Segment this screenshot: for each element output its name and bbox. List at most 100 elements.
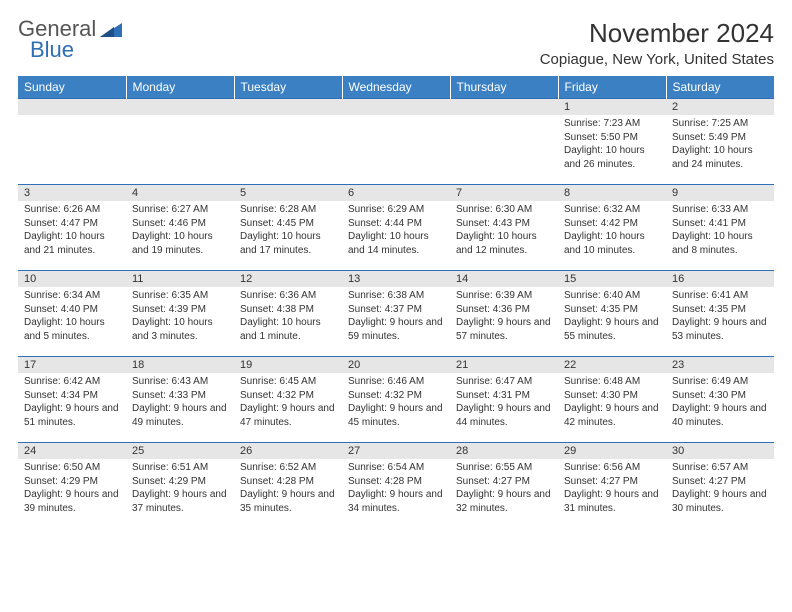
calendar-cell: 26Sunrise: 6:52 AMSunset: 4:28 PMDayligh… <box>234 443 342 529</box>
calendar-cell: 10Sunrise: 6:34 AMSunset: 4:40 PMDayligh… <box>18 271 126 357</box>
day-details: Sunrise: 6:49 AMSunset: 4:30 PMDaylight:… <box>666 373 774 433</box>
calendar-body: 1Sunrise: 7:23 AMSunset: 5:50 PMDaylight… <box>18 99 774 529</box>
calendar-head: SundayMondayTuesdayWednesdayThursdayFrid… <box>18 76 774 99</box>
calendar-cell: 9Sunrise: 6:33 AMSunset: 4:41 PMDaylight… <box>666 185 774 271</box>
day-details: Sunrise: 6:46 AMSunset: 4:32 PMDaylight:… <box>342 373 450 433</box>
calendar-cell: 16Sunrise: 6:41 AMSunset: 4:35 PMDayligh… <box>666 271 774 357</box>
day-number: 19 <box>234 357 342 373</box>
day-number: 25 <box>126 443 234 459</box>
day-number: 10 <box>18 271 126 287</box>
calendar-row: 24Sunrise: 6:50 AMSunset: 4:29 PMDayligh… <box>18 443 774 529</box>
logo: General Blue <box>18 18 122 61</box>
day-number: 6 <box>342 185 450 201</box>
calendar-cell: 17Sunrise: 6:42 AMSunset: 4:34 PMDayligh… <box>18 357 126 443</box>
day-number <box>234 99 342 115</box>
day-details: Sunrise: 6:40 AMSunset: 4:35 PMDaylight:… <box>558 287 666 347</box>
day-number: 2 <box>666 99 774 115</box>
calendar-cell: 4Sunrise: 6:27 AMSunset: 4:46 PMDaylight… <box>126 185 234 271</box>
day-details: Sunrise: 6:38 AMSunset: 4:37 PMDaylight:… <box>342 287 450 347</box>
day-header: Tuesday <box>234 76 342 99</box>
calendar-cell: 22Sunrise: 6:48 AMSunset: 4:30 PMDayligh… <box>558 357 666 443</box>
day-details: Sunrise: 6:29 AMSunset: 4:44 PMDaylight:… <box>342 201 450 261</box>
day-details: Sunrise: 6:35 AMSunset: 4:39 PMDaylight:… <box>126 287 234 347</box>
day-number: 11 <box>126 271 234 287</box>
day-number: 20 <box>342 357 450 373</box>
day-header: Monday <box>126 76 234 99</box>
calendar-cell <box>450 99 558 185</box>
day-number: 27 <box>342 443 450 459</box>
calendar-row: 10Sunrise: 6:34 AMSunset: 4:40 PMDayligh… <box>18 271 774 357</box>
calendar-cell: 5Sunrise: 6:28 AMSunset: 4:45 PMDaylight… <box>234 185 342 271</box>
title-block: November 2024 Copiague, New York, United… <box>540 18 774 68</box>
calendar-cell: 21Sunrise: 6:47 AMSunset: 4:31 PMDayligh… <box>450 357 558 443</box>
day-number: 23 <box>666 357 774 373</box>
calendar-cell: 12Sunrise: 6:36 AMSunset: 4:38 PMDayligh… <box>234 271 342 357</box>
day-details: Sunrise: 6:48 AMSunset: 4:30 PMDaylight:… <box>558 373 666 433</box>
calendar-cell: 25Sunrise: 6:51 AMSunset: 4:29 PMDayligh… <box>126 443 234 529</box>
day-details: Sunrise: 6:45 AMSunset: 4:32 PMDaylight:… <box>234 373 342 433</box>
day-details: Sunrise: 6:30 AMSunset: 4:43 PMDaylight:… <box>450 201 558 261</box>
month-title: November 2024 <box>540 18 774 49</box>
calendar-cell: 7Sunrise: 6:30 AMSunset: 4:43 PMDaylight… <box>450 185 558 271</box>
day-number: 4 <box>126 185 234 201</box>
logo-shape-icon <box>100 21 122 39</box>
day-details: Sunrise: 6:26 AMSunset: 4:47 PMDaylight:… <box>18 201 126 261</box>
day-details <box>234 115 342 175</box>
day-details: Sunrise: 7:23 AMSunset: 5:50 PMDaylight:… <box>558 115 666 175</box>
calendar-cell: 30Sunrise: 6:57 AMSunset: 4:27 PMDayligh… <box>666 443 774 529</box>
day-number: 9 <box>666 185 774 201</box>
calendar-cell <box>18 99 126 185</box>
day-details <box>126 115 234 175</box>
calendar-cell: 20Sunrise: 6:46 AMSunset: 4:32 PMDayligh… <box>342 357 450 443</box>
day-number: 5 <box>234 185 342 201</box>
day-details: Sunrise: 6:43 AMSunset: 4:33 PMDaylight:… <box>126 373 234 433</box>
calendar-cell: 3Sunrise: 6:26 AMSunset: 4:47 PMDaylight… <box>18 185 126 271</box>
day-details: Sunrise: 6:42 AMSunset: 4:34 PMDaylight:… <box>18 373 126 433</box>
header: General Blue November 2024 Copiague, New… <box>18 18 774 68</box>
calendar-cell: 23Sunrise: 6:49 AMSunset: 4:30 PMDayligh… <box>666 357 774 443</box>
calendar-cell: 27Sunrise: 6:54 AMSunset: 4:28 PMDayligh… <box>342 443 450 529</box>
day-header: Sunday <box>18 76 126 99</box>
day-number <box>126 99 234 115</box>
day-number: 21 <box>450 357 558 373</box>
day-number: 29 <box>558 443 666 459</box>
calendar-cell: 24Sunrise: 6:50 AMSunset: 4:29 PMDayligh… <box>18 443 126 529</box>
day-number: 15 <box>558 271 666 287</box>
calendar-row: 3Sunrise: 6:26 AMSunset: 4:47 PMDaylight… <box>18 185 774 271</box>
calendar-cell <box>234 99 342 185</box>
calendar-row: 17Sunrise: 6:42 AMSunset: 4:34 PMDayligh… <box>18 357 774 443</box>
day-details: Sunrise: 6:27 AMSunset: 4:46 PMDaylight:… <box>126 201 234 261</box>
day-details: Sunrise: 6:34 AMSunset: 4:40 PMDaylight:… <box>18 287 126 347</box>
day-header: Wednesday <box>342 76 450 99</box>
day-header: Thursday <box>450 76 558 99</box>
calendar-cell: 18Sunrise: 6:43 AMSunset: 4:33 PMDayligh… <box>126 357 234 443</box>
calendar-cell: 14Sunrise: 6:39 AMSunset: 4:36 PMDayligh… <box>450 271 558 357</box>
day-number: 7 <box>450 185 558 201</box>
day-number: 22 <box>558 357 666 373</box>
day-details: Sunrise: 6:55 AMSunset: 4:27 PMDaylight:… <box>450 459 558 519</box>
day-details: Sunrise: 6:56 AMSunset: 4:27 PMDaylight:… <box>558 459 666 519</box>
calendar-cell: 13Sunrise: 6:38 AMSunset: 4:37 PMDayligh… <box>342 271 450 357</box>
day-number: 17 <box>18 357 126 373</box>
day-number: 30 <box>666 443 774 459</box>
day-details <box>450 115 558 175</box>
day-number: 3 <box>18 185 126 201</box>
day-details: Sunrise: 6:32 AMSunset: 4:42 PMDaylight:… <box>558 201 666 261</box>
header-row: SundayMondayTuesdayWednesdayThursdayFrid… <box>18 76 774 99</box>
day-number: 26 <box>234 443 342 459</box>
day-number: 12 <box>234 271 342 287</box>
calendar-cell: 6Sunrise: 6:29 AMSunset: 4:44 PMDaylight… <box>342 185 450 271</box>
calendar-cell: 15Sunrise: 6:40 AMSunset: 4:35 PMDayligh… <box>558 271 666 357</box>
calendar-cell: 29Sunrise: 6:56 AMSunset: 4:27 PMDayligh… <box>558 443 666 529</box>
location: Copiague, New York, United States <box>540 51 774 68</box>
calendar-cell: 2Sunrise: 7:25 AMSunset: 5:49 PMDaylight… <box>666 99 774 185</box>
day-details: Sunrise: 7:25 AMSunset: 5:49 PMDaylight:… <box>666 115 774 175</box>
day-details: Sunrise: 6:51 AMSunset: 4:29 PMDaylight:… <box>126 459 234 519</box>
calendar-cell: 8Sunrise: 6:32 AMSunset: 4:42 PMDaylight… <box>558 185 666 271</box>
day-details: Sunrise: 6:57 AMSunset: 4:27 PMDaylight:… <box>666 459 774 519</box>
day-details: Sunrise: 6:47 AMSunset: 4:31 PMDaylight:… <box>450 373 558 433</box>
calendar-table: SundayMondayTuesdayWednesdayThursdayFrid… <box>18 76 774 529</box>
logo-text-blue: Blue <box>30 39 96 61</box>
day-header: Saturday <box>666 76 774 99</box>
calendar-cell <box>342 99 450 185</box>
